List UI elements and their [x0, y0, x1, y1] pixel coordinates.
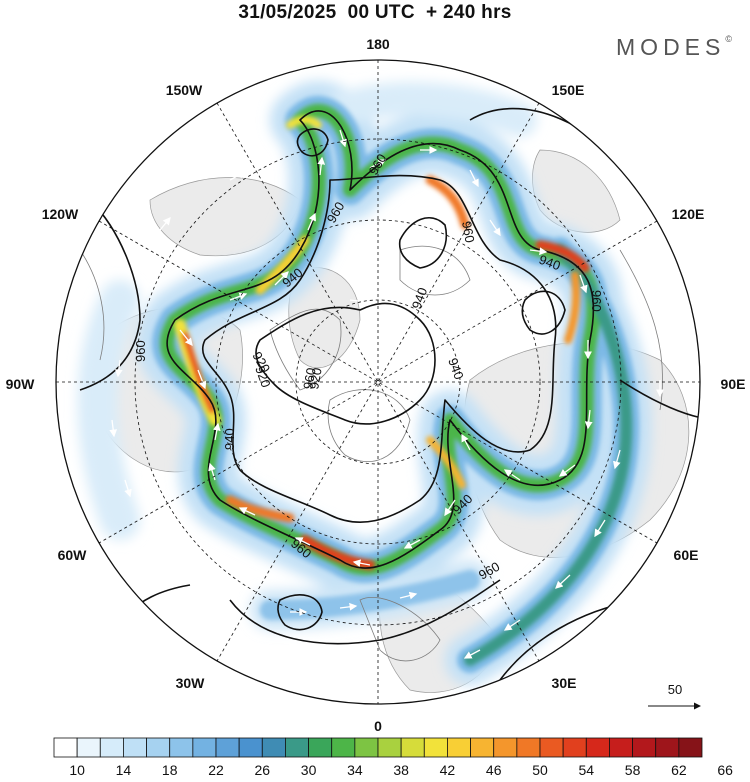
contour-label: 960 [133, 340, 148, 362]
colorbar-swatch [146, 737, 171, 758]
colorbar-swatch [53, 737, 78, 758]
colorbar: 10141822263034384246505458626670 [53, 737, 733, 778]
lon-label-150w: 150W [166, 82, 203, 98]
colorbar-swatch [423, 737, 448, 758]
colorbar-swatch [261, 737, 286, 758]
colorbar-swatch [169, 737, 194, 758]
colorbar-swatch [377, 737, 402, 758]
colorbar-swatch [76, 737, 101, 758]
colorbar-tick-label: 22 [208, 762, 224, 778]
brand-name: MODES [616, 34, 726, 60]
lon-label-90w: 90W [6, 376, 36, 392]
contour-label: 960 [589, 290, 604, 312]
colorbar-tick-label: 42 [440, 762, 456, 778]
colorbar-swatch [655, 737, 680, 758]
colorbar-swatch [215, 737, 240, 758]
colorbar-tick-label: 18 [162, 762, 178, 778]
colorbar-swatch [308, 737, 333, 758]
lon-label-0: 0 [374, 718, 382, 734]
colorbar-swatch [447, 737, 471, 758]
colorbar-tick-label: 66 [717, 762, 733, 778]
longitude-labels: 180 150E 120E 90E 60E 30E 0 30W 60W 90W … [6, 36, 746, 734]
map-title: 31/05/2025 00 UTC + 240 hrs [238, 2, 512, 23]
brand-logo: MODES© [616, 34, 732, 61]
lon-label-120w: 120W [42, 206, 79, 222]
colorbar-swatch [470, 737, 495, 758]
lon-label-180: 180 [366, 36, 390, 52]
colorbar-swatch [609, 737, 633, 758]
reference-vector-label: 50 [668, 682, 682, 697]
map-border [55, 59, 701, 705]
lon-label-120e: 120E [672, 206, 705, 222]
colorbar-tick-label: 14 [116, 762, 132, 778]
colorbar-swatch [562, 737, 587, 758]
colorbar-tick-label: 54 [578, 762, 594, 778]
colorbar-tick-label: 38 [393, 762, 409, 778]
colorbar-swatch [354, 737, 379, 758]
lon-label-30w: 30W [176, 675, 206, 691]
lon-label-60w: 60W [58, 547, 88, 563]
wind-vectors [109, 129, 664, 659]
colorbar-swatch [632, 737, 657, 758]
copyright-mark: © [725, 34, 732, 44]
coastlines [79, 245, 663, 662]
colorbar-swatch [285, 737, 309, 758]
contour-label: 940 [409, 286, 431, 312]
colorbar-tick-label: 26 [254, 762, 270, 778]
contour-label: 920 [252, 364, 274, 390]
lon-label-90e: 90E [721, 376, 746, 392]
colorbar-swatch [678, 737, 703, 758]
contour-label: 920 [306, 367, 325, 391]
contour-label: 960 [459, 220, 478, 244]
colorbar-swatch [400, 737, 425, 758]
colorbar-tick-label: 46 [486, 762, 502, 778]
colorbar-tick-label: 34 [347, 762, 363, 778]
colorbar-swatch [516, 737, 541, 758]
colorbar-swatch [585, 737, 610, 758]
contour-label: 960 [300, 367, 319, 391]
lon-label-30e: 30E [552, 675, 577, 691]
contour-label: 940 [537, 252, 563, 274]
colorbar-tick-label: 30 [301, 762, 317, 778]
colorbar-swatch [192, 737, 217, 758]
colorbar-swatch [123, 737, 147, 758]
map-disk: 960 960 940 960 940 920 920 960 940 940 … [56, 60, 700, 704]
colorbar-swatch [238, 737, 263, 758]
colorbar-tick-label: 58 [625, 762, 641, 778]
jet-maxima [174, 115, 590, 570]
contour-label: 940 [222, 428, 237, 450]
colorbar-swatch [331, 737, 356, 758]
contour-label: 940 [445, 356, 467, 382]
colorbar-tick-label: 50 [532, 762, 548, 778]
colorbar-swatch [539, 737, 564, 758]
colorbar-tick-label: 10 [69, 762, 85, 778]
graticule [56, 60, 700, 704]
colorbar-swatch [99, 737, 124, 758]
reference-vector: 50 [648, 682, 701, 710]
colorbar-swatch [493, 737, 518, 758]
lon-label-60e: 60E [674, 547, 699, 563]
colorbar-tick-label: 62 [671, 762, 687, 778]
lon-label-150e: 150E [552, 82, 585, 98]
